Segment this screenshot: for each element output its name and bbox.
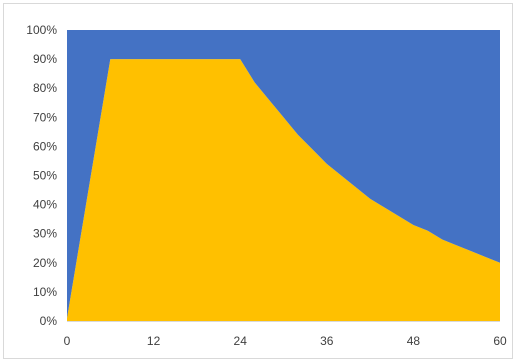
y-tick-label: 60% xyxy=(33,139,57,153)
y-tick-label: 40% xyxy=(33,198,57,212)
y-tick-labels: 0% 10% 20% 30% 40% 50% 60% 70% 80% 90% 100% xyxy=(26,23,57,328)
x-tick-labels: 0 12 24 36 48 60 xyxy=(64,334,507,348)
area-series-group xyxy=(67,30,500,321)
area-series-2 xyxy=(67,30,500,319)
y-tick-label: 90% xyxy=(33,52,57,66)
x-tick-label: 36 xyxy=(320,334,334,348)
x-tick-label: 0 xyxy=(64,334,71,348)
x-tick-label: 60 xyxy=(493,334,507,348)
y-tick-label: 10% xyxy=(33,285,57,299)
y-tick-label: 20% xyxy=(33,256,57,270)
x-tick-label: 48 xyxy=(407,334,421,348)
x-tick-label: 24 xyxy=(234,334,248,348)
y-tick-label: 50% xyxy=(33,169,57,183)
y-tick-label: 0% xyxy=(40,314,58,328)
y-tick-label: 80% xyxy=(33,81,57,95)
x-tick-label: 12 xyxy=(147,334,161,348)
y-tick-label: 100% xyxy=(26,23,57,37)
area-series-1 xyxy=(67,59,500,321)
y-tick-label: 30% xyxy=(33,227,57,241)
y-tick-label: 70% xyxy=(33,110,57,124)
